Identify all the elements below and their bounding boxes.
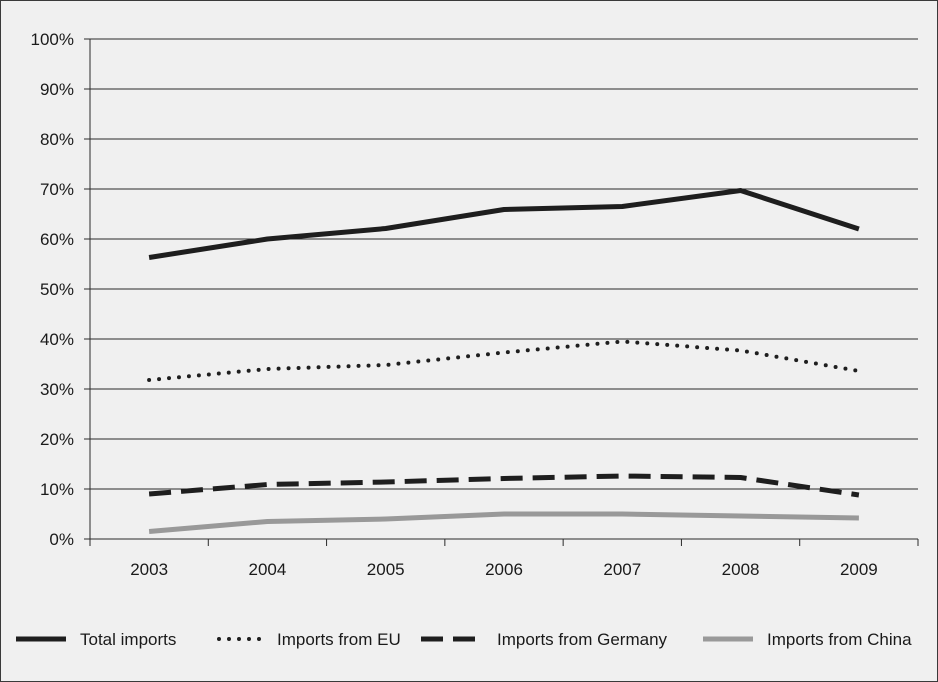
legend-label-3: Imports from China — [767, 630, 912, 649]
x-axis: 2003 2004 2005 2006 2007 2008 2009 — [89, 539, 919, 579]
series-line-2 — [148, 473, 860, 498]
y-tick-label: 90% — [40, 80, 74, 99]
x-tick-label: 2007 — [603, 560, 641, 579]
x-tick-label: 2003 — [130, 560, 168, 579]
y-tick-label: 0% — [49, 530, 74, 549]
legend: Total imports Imports from EU Imports from… — [16, 630, 912, 649]
gridlines — [90, 38, 918, 540]
y-tick-label: 70% — [40, 180, 74, 199]
y-tick-label: 40% — [40, 330, 74, 349]
y-tick-label: 30% — [40, 380, 74, 399]
x-tick-label: 2008 — [722, 560, 760, 579]
series-line-0 — [148, 188, 860, 260]
series-lines — [147, 188, 861, 534]
y-axis: 0% 10% 20% 30% 40% 50% 60% 70% 80% 90% 100% — [31, 30, 91, 549]
x-tick-label: 2005 — [367, 560, 405, 579]
legend-label-0: Total imports — [80, 630, 176, 649]
y-tick-label: 50% — [40, 280, 74, 299]
legend-label-1: Imports from EU — [277, 630, 401, 649]
x-tick-label: 2006 — [485, 560, 523, 579]
y-tick-label: 10% — [40, 480, 74, 499]
y-tick-label: 100% — [31, 30, 74, 49]
legend-label-2: Imports from Germany — [497, 630, 668, 649]
x-tick-label: 2004 — [249, 560, 287, 579]
series-line-3 — [148, 511, 859, 534]
y-tick-label: 20% — [40, 430, 74, 449]
x-tick-label: 2009 — [840, 560, 878, 579]
series-line-1 — [147, 339, 861, 382]
y-tick-label: 60% — [40, 230, 74, 249]
y-tick-label: 80% — [40, 130, 74, 149]
